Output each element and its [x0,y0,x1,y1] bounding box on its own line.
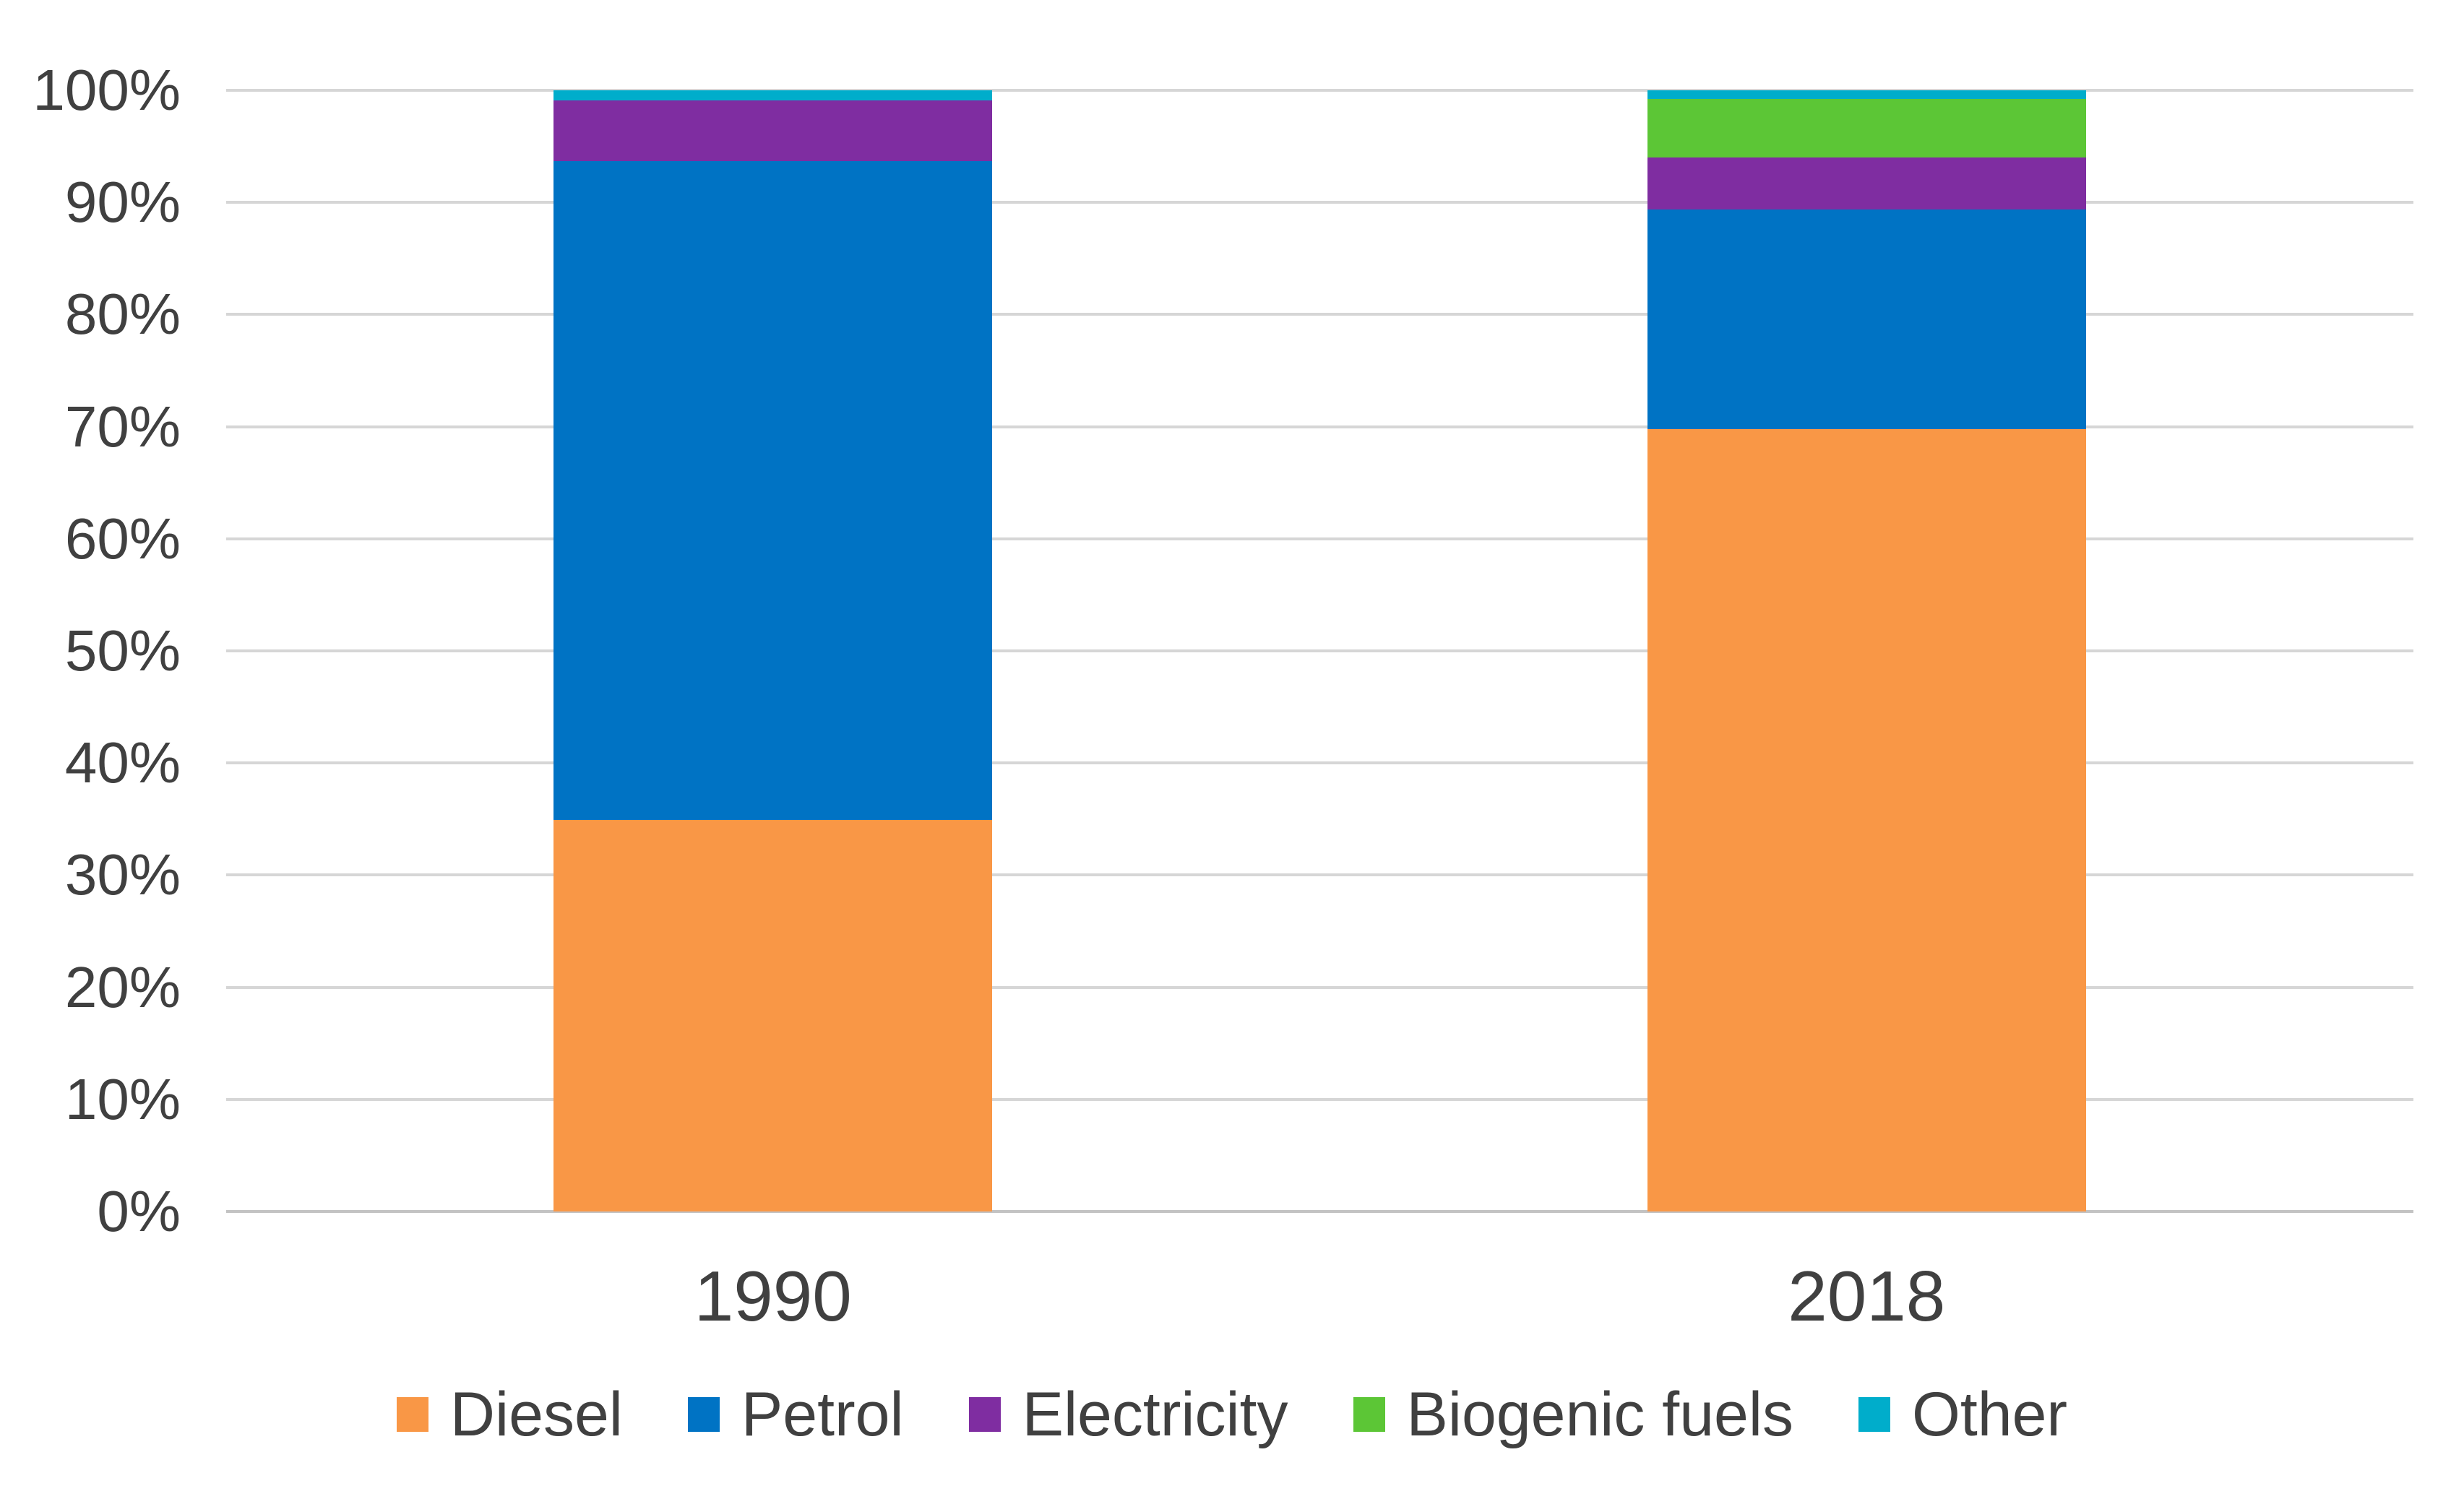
bar-column-1990 [553,90,993,1211]
y-axis-label: 40% [64,730,181,795]
gridline-40% [226,761,2413,765]
bar-column-2018 [1647,90,2086,1211]
bar-segment-1990-electricity [553,100,993,161]
gridline-10% [226,1097,2413,1101]
legend-item-diesel: Diesel [396,1380,623,1449]
legend-label: Electricity [1022,1380,1288,1449]
bar-segment-2018-biogenic-fuels [1647,99,2086,158]
gridline-70% [226,425,2413,428]
legend-label: Other [1911,1380,2068,1449]
y-axis-label: 50% [64,618,181,683]
legend-label: Biogenic fuels [1406,1380,1793,1449]
gridline-50% [226,649,2413,652]
bar-segment-2018-electricity [1647,157,2086,209]
y-axis-label: 100% [33,58,181,122]
x-axis-label-1990: 1990 [694,1256,852,1336]
bar-segment-2018-diesel [1647,428,2086,1211]
y-axis-label: 0% [97,1179,181,1243]
bar-segment-1990-other [553,90,993,100]
gridline-90% [226,201,2413,204]
legend-swatch-icon [1353,1397,1385,1432]
y-axis-label: 90% [64,170,181,235]
legend-swatch-icon [1858,1397,1890,1432]
legend-swatch-icon [968,1397,1001,1432]
bar-segment-1990-diesel [553,820,993,1211]
legend-label: Petrol [741,1380,904,1449]
legend-item-petrol: Petrol [687,1380,904,1449]
gridline-100% [226,89,2413,92]
gridline-60% [226,537,2413,540]
legend-item-biogenic-fuels: Biogenic fuels [1353,1383,1793,1446]
y-axis-label: 60% [64,506,181,571]
y-axis-label: 10% [64,1066,181,1131]
y-axis-label: 20% [64,954,181,1019]
legend-item-electricity: Electricity [968,1380,1288,1449]
gridline-80% [226,313,2413,316]
bar-segment-2018-petrol [1647,209,2086,429]
legend: Diesel Petrol Electricity Biogenic fuels Oth… [0,1383,2464,1446]
gridline-20% [226,985,2413,989]
y-axis-label: 70% [64,394,181,459]
legend-item-other: Other [1858,1383,2067,1446]
y-axis-label: 80% [64,282,181,347]
gridline-30% [226,873,2413,877]
gridline-0% [226,1210,2413,1213]
bar-segment-1990-petrol [553,160,993,821]
plot-area [226,89,2413,1213]
x-axis-label-2018: 2018 [1788,1256,1946,1336]
y-axis-label: 30% [64,842,181,907]
bar-segment-2018-other [1647,90,2086,100]
legend-swatch-icon [687,1397,720,1432]
legend-label: Diesel [449,1380,623,1449]
legend-swatch-icon [396,1397,428,1432]
